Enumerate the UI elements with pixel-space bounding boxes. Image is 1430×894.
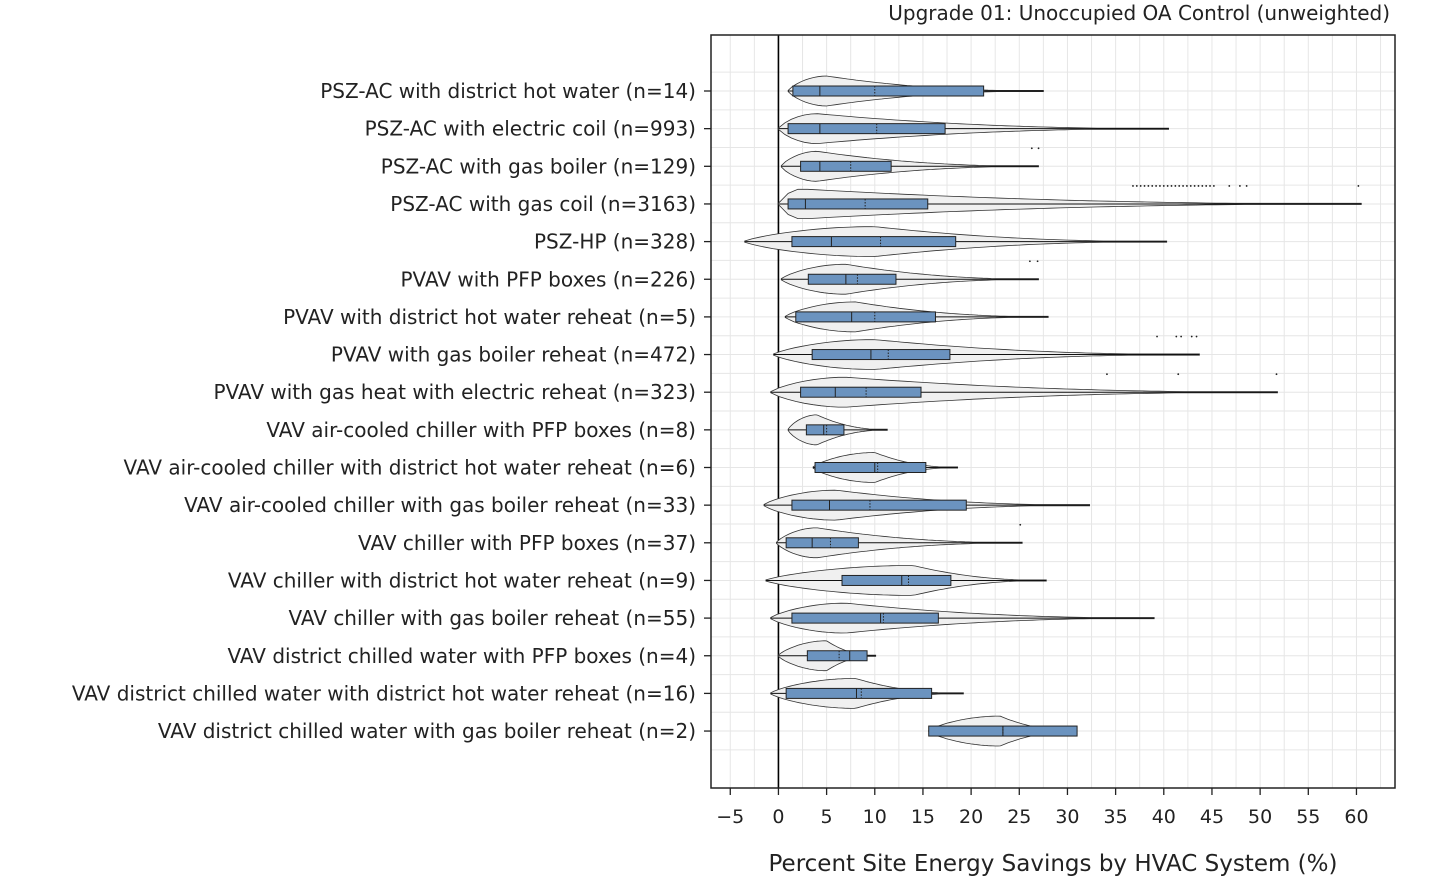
- outlier-point: [1238, 185, 1241, 187]
- outlier-point: [1143, 185, 1146, 187]
- category-label: VAV chiller with district hot water rehe…: [228, 568, 696, 592]
- outlier-point: [1132, 185, 1134, 187]
- outlier-point: [1028, 260, 1031, 263]
- x-tick-label: 25: [1007, 806, 1031, 828]
- outlier-point: [1193, 185, 1196, 187]
- boxes: [744, 85, 1362, 737]
- x-tick-label: 35: [1104, 806, 1128, 828]
- category-label: VAV district chilled water with PFP boxe…: [227, 644, 696, 668]
- outlier-point: [1228, 185, 1231, 187]
- outlier-point: [1209, 185, 1211, 187]
- x-tick-label: 0: [772, 806, 784, 828]
- category-label: VAV air-cooled chiller with gas boiler r…: [184, 493, 696, 517]
- outlier-point: [1186, 185, 1188, 187]
- outlier-point: [1201, 185, 1204, 187]
- outlier-point: [1159, 185, 1161, 187]
- outlier-point: [1174, 185, 1177, 187]
- category-label: VAV air-cooled chiller with district hot…: [124, 456, 696, 480]
- category-label: PSZ-AC with electric coil (n=993): [365, 117, 696, 141]
- outlier-point: [1162, 185, 1165, 187]
- x-tick-label: 10: [863, 806, 887, 828]
- x-tick-label: 20: [959, 806, 983, 828]
- outlier-point: [1135, 185, 1138, 187]
- outlier-point: [1190, 335, 1193, 338]
- box: [792, 85, 985, 97]
- box: [800, 386, 922, 398]
- outlier-point: [1245, 185, 1248, 187]
- box: [791, 236, 957, 248]
- x-tick-label: 5: [821, 806, 833, 828]
- box: [841, 574, 952, 586]
- box: [787, 123, 946, 135]
- outlier-point: [1182, 185, 1184, 187]
- box: [806, 650, 868, 662]
- chart-title: Upgrade 01: Unoccupied OA Control (unwei…: [888, 1, 1390, 25]
- outlier-point: [1139, 185, 1142, 187]
- outlier-point: [1175, 335, 1178, 338]
- outlier-point: [1180, 335, 1183, 338]
- outlier-point: [1170, 185, 1173, 187]
- outlier-point: [1155, 185, 1157, 187]
- outlier-point: [1212, 185, 1215, 187]
- box: [800, 160, 892, 172]
- category-label: PSZ-AC with district hot water (n=14): [320, 79, 696, 103]
- category-label: PVAV with gas boiler reheat (n=472): [331, 343, 696, 367]
- outlier-point: [1178, 185, 1181, 187]
- category-label: PSZ-AC with gas boiler (n=129): [381, 154, 696, 178]
- category-label: PVAV with PFP boxes (n=226): [400, 267, 696, 291]
- outlier-point: [1106, 373, 1108, 376]
- outlier-point: [1275, 373, 1278, 376]
- outlier-point: [1189, 185, 1192, 187]
- outlier-point: [1197, 185, 1200, 187]
- x-tick-label: 15: [911, 806, 935, 828]
- outlier-point: [1205, 185, 1208, 187]
- category-labels: PSZ-AC with district hot water (n=14) PSZ…: [72, 79, 711, 743]
- outlier-point: [1195, 335, 1198, 338]
- plot-frame: [710, 34, 1396, 789]
- outlier-point: [1357, 185, 1360, 187]
- outlier-point: [1037, 147, 1040, 150]
- category-label: PSZ-HP (n=328): [534, 230, 696, 254]
- x-tick-label: 30: [1055, 806, 1079, 828]
- box: [785, 687, 933, 699]
- x-axis-label: Percent Site Energy Savings by HVAC Syst…: [769, 851, 1338, 877]
- box: [785, 537, 859, 549]
- x-tick-label: 45: [1200, 806, 1224, 828]
- category-label: VAV district chilled water with gas boil…: [158, 719, 696, 743]
- category-label: VAV district chilled water with district…: [72, 681, 696, 705]
- outlier-point: [1156, 335, 1158, 338]
- box: [787, 198, 929, 210]
- category-label: PVAV with district hot water reheat (n=5…: [283, 305, 696, 329]
- box: [795, 311, 936, 323]
- category-label: VAV chiller with gas boiler reheat (n=55…: [288, 606, 696, 630]
- box: [791, 499, 967, 511]
- x-axis-ticks: −5 0 5 10 15 20 25 30 35 40 45 50 55 60: [716, 788, 1369, 828]
- box: [807, 273, 897, 285]
- outlier-point: [1030, 147, 1033, 150]
- category-label: VAV air-cooled chiller with PFP boxes (n…: [266, 418, 696, 442]
- category-label: PVAV with gas heat with electric reheat …: [213, 380, 696, 404]
- x-tick-label: 50: [1248, 806, 1272, 828]
- outlier-point: [1036, 260, 1039, 263]
- gridlines: [711, 35, 1395, 788]
- outlier-point: [1019, 523, 1022, 526]
- box: [811, 349, 951, 361]
- outlier-point: [1177, 373, 1180, 376]
- outlier-point: [1166, 185, 1169, 187]
- box: [791, 612, 939, 624]
- category-label: PSZ-AC with gas coil (n=3163): [390, 192, 696, 216]
- x-tick-label: 55: [1296, 806, 1320, 828]
- x-tick-label: 40: [1152, 806, 1176, 828]
- x-tick-label: 60: [1344, 806, 1368, 828]
- outlier-point: [1147, 185, 1150, 187]
- box: [814, 462, 927, 473]
- outlier-point: [1151, 185, 1154, 187]
- category-label: VAV chiller with PFP boxes (n=37): [358, 531, 696, 555]
- x-tick-label: −5: [716, 806, 744, 828]
- box: [805, 424, 845, 436]
